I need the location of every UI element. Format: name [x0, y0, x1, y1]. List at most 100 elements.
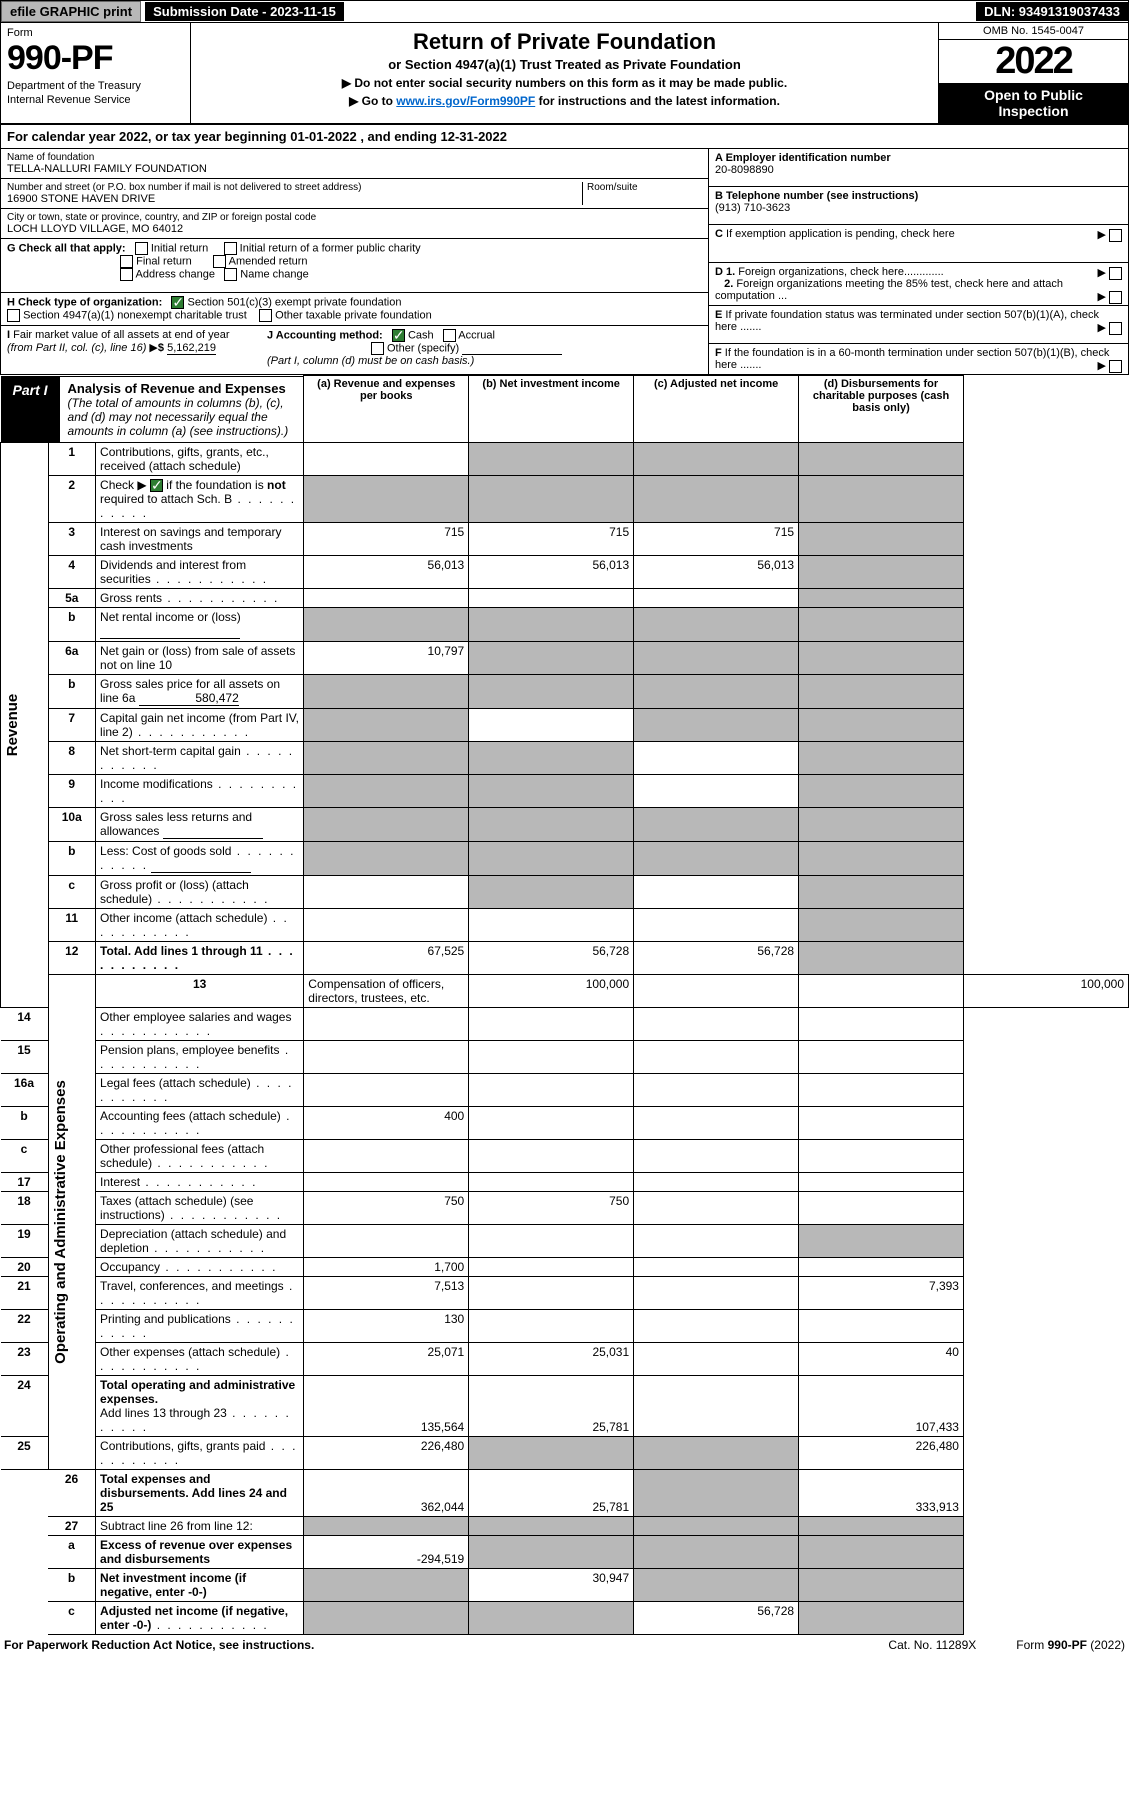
col-d-header: (d) Disbursements for charitable purpose… [799, 376, 964, 443]
table-row: 18Taxes (attach schedule) (see instructi… [1, 1191, 1129, 1224]
table-row: Operating and Administrative Expenses 13… [1, 974, 1129, 1007]
col-a-header: (a) Revenue and expenses per books [304, 376, 469, 443]
table-row: 3Interest on savings and temporary cash … [1, 522, 1129, 555]
table-row: bNet rental income or (loss) [1, 607, 1129, 641]
d-row: D 1. Foreign organizations, check here..… [709, 263, 1128, 306]
form-subtitle: or Section 4947(a)(1) Trust Treated as P… [201, 57, 928, 72]
calendar-year-line: For calendar year 2022, or tax year begi… [0, 125, 1129, 149]
ssn-note: ▶ Do not enter social security numbers o… [201, 76, 928, 90]
table-row: 4Dividends and interest from securities5… [1, 555, 1129, 588]
exemption-pending-checkbox[interactable] [1109, 229, 1122, 242]
phone-value: (913) 710-3623 [715, 202, 790, 214]
terminated-a-checkbox[interactable] [1109, 322, 1122, 335]
schb-checkbox[interactable] [150, 479, 163, 492]
ij-row: I Fair market value of all assets at end… [1, 326, 708, 370]
e-row: E If private foundation status was termi… [709, 306, 1128, 344]
table-row: bNet investment income (if negative, ent… [1, 1568, 1129, 1601]
table-row: cGross profit or (loss) (attach schedule… [1, 875, 1129, 908]
top-bar: efile GRAPHIC print Submission Date - 20… [0, 0, 1129, 23]
accrual-checkbox[interactable] [443, 329, 456, 342]
table-row: 7Capital gain net income (from Part IV, … [1, 708, 1129, 741]
col-b-header: (b) Net investment income [469, 376, 634, 443]
table-row: 21Travel, conferences, and meetings7,513… [1, 1276, 1129, 1309]
city-state-zip: LOCH LLOYD VILLAGE, MO 64012 [7, 223, 702, 235]
table-row: 10aGross sales less returns and allowanc… [1, 807, 1129, 841]
terminated-b-checkbox[interactable] [1109, 360, 1122, 373]
other-taxable-checkbox[interactable] [259, 309, 272, 322]
dept-treasury: Department of the Treasury [7, 80, 184, 92]
form-title-box: Return of Private Foundation or Section … [191, 23, 938, 123]
ein-value: 20-8098890 [715, 164, 774, 176]
initial-former-checkbox[interactable] [224, 242, 237, 255]
form-title: Return of Private Foundation [201, 29, 928, 55]
table-row: 11Other income (attach schedule) [1, 908, 1129, 941]
table-row: 16aLegal fees (attach schedule) [1, 1073, 1129, 1106]
part1-table: Part I Analysis of Revenue and Expenses … [0, 375, 1129, 1635]
4947a1-checkbox[interactable] [7, 309, 20, 322]
final-return-checkbox[interactable] [120, 255, 133, 268]
foundation-name-row: Name of foundation TELLA-NALLURI FAMILY … [1, 149, 708, 179]
table-row: 6aNet gain or (loss) from sale of assets… [1, 641, 1129, 674]
expenses-vert-label: Operating and Administrative Expenses [52, 1080, 69, 1364]
form-number: 990-PF [7, 39, 184, 78]
table-row: 8Net short-term capital gain [1, 741, 1129, 774]
goto-note: ▶ Go to www.irs.gov/Form990PF for instru… [201, 94, 928, 108]
amended-return-checkbox[interactable] [213, 255, 226, 268]
id-left: Name of foundation TELLA-NALLURI FAMILY … [1, 149, 708, 374]
table-row: 5aGross rents [1, 588, 1129, 607]
part1-tab: Part I [1, 376, 60, 442]
table-row: 12Total. Add lines 1 through 1167,52556,… [1, 941, 1129, 974]
form990pf-link[interactable]: www.irs.gov/Form990PF [396, 94, 535, 108]
table-row: 19Depreciation (attach schedule) and dep… [1, 1224, 1129, 1257]
c-row: C If exemption application is pending, c… [709, 225, 1128, 263]
table-row: 25Contributions, gifts, grants paid226,4… [1, 1436, 1129, 1469]
form-header: Form 990-PF Department of the Treasury I… [0, 23, 1129, 125]
initial-return-checkbox[interactable] [135, 242, 148, 255]
table-row: 23Other expenses (attach schedule)25,071… [1, 1342, 1129, 1375]
dept-irs: Internal Revenue Service [7, 94, 184, 106]
table-row: 15Pension plans, employee benefits [1, 1040, 1129, 1073]
form-id-box: Form 990-PF Department of the Treasury I… [1, 23, 191, 123]
table-row: cAdjusted net income (if negative, enter… [1, 1601, 1129, 1634]
other-method-checkbox[interactable] [371, 342, 384, 355]
table-row: 22Printing and publications130 [1, 1309, 1129, 1342]
501c3-checkbox[interactable] [171, 296, 184, 309]
tax-year: 2022 [939, 40, 1128, 83]
page-footer: For Paperwork Reduction Act Notice, see … [0, 1635, 1129, 1655]
table-row: Revenue 1 Contributions, gifts, grants, … [1, 442, 1129, 475]
g-row: G Check all that apply: Initial return I… [1, 239, 708, 293]
table-row: bLess: Cost of goods sold [1, 841, 1129, 875]
table-row: bGross sales price for all assets on lin… [1, 674, 1129, 708]
address-row: Number and street (or P.O. box number if… [1, 179, 708, 209]
table-row: aExcess of revenue over expenses and dis… [1, 1535, 1129, 1568]
id-right: A Employer identification number 20-8098… [708, 149, 1128, 374]
f-row: F If the foundation is in a 60-month ter… [709, 344, 1128, 374]
omb-number: OMB No. 1545-0047 [939, 23, 1128, 40]
name-change-checkbox[interactable] [224, 268, 237, 281]
table-row: bAccounting fees (attach schedule)400 [1, 1106, 1129, 1139]
table-row: 26Total expenses and disbursements. Add … [1, 1469, 1129, 1516]
cash-checkbox[interactable] [392, 329, 405, 342]
city-row: City or town, state or province, country… [1, 209, 708, 239]
foundation-name: TELLA-NALLURI FAMILY FOUNDATION [7, 163, 702, 175]
cat-no: Cat. No. 11289X [888, 1638, 976, 1652]
table-row: 20Occupancy1,700 [1, 1257, 1129, 1276]
phone-row: B Telephone number (see instructions) (9… [709, 187, 1128, 225]
fmv-value: 5,162,219 [167, 342, 216, 355]
dln: DLN: 93491319037433 [976, 2, 1128, 21]
foreign-org-checkbox[interactable] [1109, 267, 1122, 280]
table-row: 2 Check ▶ if the foundation is not requi… [1, 475, 1129, 522]
open-public: Open to Public Inspection [939, 83, 1128, 123]
ein-row: A Employer identification number 20-8098… [709, 149, 1128, 187]
table-row: 9Income modifications [1, 774, 1129, 807]
col-c-header: (c) Adjusted net income [634, 376, 799, 443]
table-row: 17Interest [1, 1172, 1129, 1191]
foreign-85-checkbox[interactable] [1109, 291, 1122, 304]
table-row: 14Other employee salaries and wages [1, 1007, 1129, 1040]
revenue-vert-label: Revenue [4, 693, 21, 756]
efile-print-button[interactable]: efile GRAPHIC print [1, 1, 141, 22]
paperwork-notice: For Paperwork Reduction Act Notice, see … [4, 1638, 314, 1652]
submission-date: Submission Date - 2023-11-15 [145, 2, 344, 21]
identification-section: Name of foundation TELLA-NALLURI FAMILY … [0, 149, 1129, 375]
address-change-checkbox[interactable] [120, 268, 133, 281]
